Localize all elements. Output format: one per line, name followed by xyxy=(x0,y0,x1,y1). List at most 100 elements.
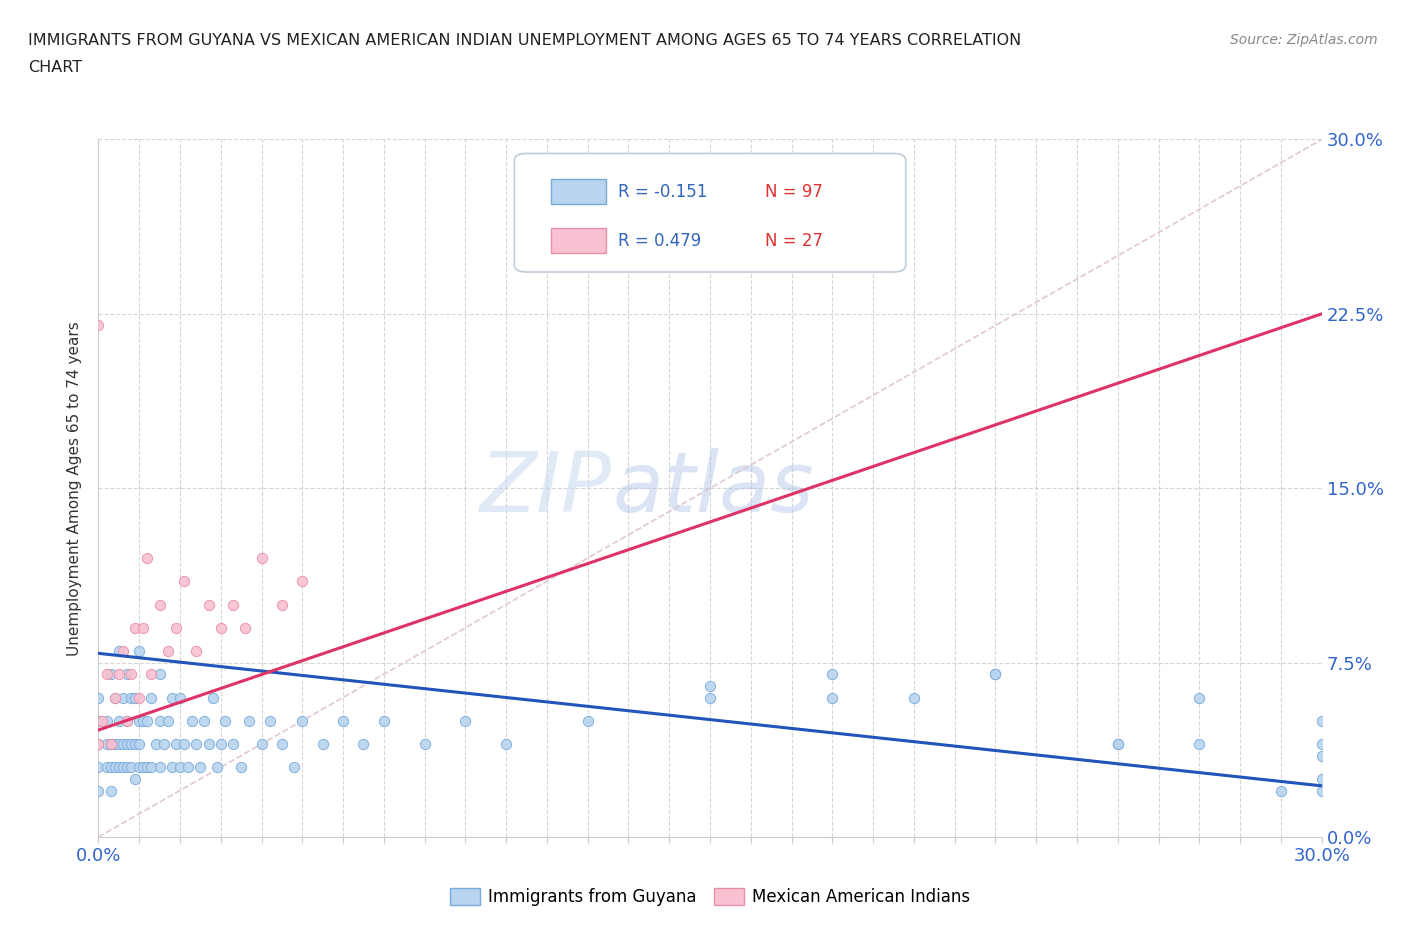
Point xyxy=(141,760,163,775)
Point xyxy=(373,713,395,728)
Point xyxy=(108,737,131,751)
Point xyxy=(291,574,314,589)
Point xyxy=(87,737,110,751)
Point xyxy=(233,620,256,635)
Point xyxy=(100,737,122,751)
Point xyxy=(111,644,134,658)
Point xyxy=(1188,690,1211,705)
Text: atlas: atlas xyxy=(612,447,814,529)
Point xyxy=(96,760,118,775)
Point xyxy=(149,667,172,682)
Point xyxy=(231,760,253,775)
Point xyxy=(96,713,118,728)
Point xyxy=(124,772,146,787)
Point xyxy=(312,737,335,751)
Point xyxy=(495,737,517,751)
Point xyxy=(177,760,200,775)
Point xyxy=(699,690,721,705)
Point xyxy=(205,760,228,775)
Point xyxy=(96,667,118,682)
Point xyxy=(165,737,187,751)
Point xyxy=(283,760,305,775)
Bar xyxy=(551,228,606,253)
Point xyxy=(87,760,110,775)
Point xyxy=(352,737,374,751)
Text: R = -0.151: R = -0.151 xyxy=(619,183,707,201)
Point xyxy=(128,644,150,658)
Point xyxy=(186,644,208,658)
Point xyxy=(104,690,127,705)
Point xyxy=(100,737,122,751)
Point xyxy=(1310,713,1333,728)
Point xyxy=(108,644,131,658)
Point xyxy=(115,760,138,775)
Point xyxy=(87,690,110,705)
Point xyxy=(136,551,159,565)
Point xyxy=(111,760,134,775)
Point xyxy=(136,713,159,728)
Point xyxy=(903,690,925,705)
Legend: Immigrants from Guyana, Mexican American Indians: Immigrants from Guyana, Mexican American… xyxy=(443,881,977,912)
Point xyxy=(209,620,232,635)
Point xyxy=(124,737,146,751)
Point xyxy=(128,690,150,705)
Point xyxy=(201,690,224,705)
Point xyxy=(124,690,146,705)
Point xyxy=(1310,748,1333,763)
Point xyxy=(136,760,159,775)
Point xyxy=(1188,737,1211,751)
Text: N = 27: N = 27 xyxy=(765,232,823,249)
Point xyxy=(984,667,1007,682)
Point xyxy=(111,690,134,705)
Point xyxy=(259,713,281,728)
Point xyxy=(141,667,163,682)
Point xyxy=(270,597,294,612)
Point xyxy=(984,667,1007,682)
Point xyxy=(128,737,150,751)
Point xyxy=(1270,783,1292,798)
Point xyxy=(111,737,134,751)
Point xyxy=(141,690,163,705)
Point xyxy=(173,574,195,589)
Point xyxy=(149,597,172,612)
Point xyxy=(87,737,110,751)
Point xyxy=(104,737,127,751)
Point xyxy=(1310,772,1333,787)
Point xyxy=(149,760,172,775)
Point xyxy=(145,737,167,751)
Point xyxy=(181,713,204,728)
Point xyxy=(576,713,599,728)
Point xyxy=(96,737,118,751)
Point xyxy=(104,760,127,775)
Point xyxy=(120,667,142,682)
Point xyxy=(115,713,138,728)
Point xyxy=(193,713,215,728)
Point xyxy=(91,713,114,728)
Point xyxy=(115,713,138,728)
Point xyxy=(100,760,122,775)
Point xyxy=(197,597,219,612)
Text: N = 97: N = 97 xyxy=(765,183,823,201)
Point xyxy=(156,644,179,658)
Point xyxy=(250,737,273,751)
Point xyxy=(169,760,191,775)
Point xyxy=(214,713,236,728)
Point xyxy=(100,783,122,798)
Point xyxy=(156,713,179,728)
Point xyxy=(120,760,142,775)
Point xyxy=(100,667,122,682)
Point xyxy=(120,737,142,751)
Point xyxy=(132,713,155,728)
Point xyxy=(115,737,138,751)
Point xyxy=(270,737,294,751)
Point xyxy=(222,597,245,612)
Point xyxy=(87,318,110,333)
Point xyxy=(132,620,155,635)
Point xyxy=(132,760,155,775)
Point xyxy=(250,551,273,565)
Text: R = 0.479: R = 0.479 xyxy=(619,232,702,249)
Point xyxy=(152,737,174,751)
Point xyxy=(128,713,150,728)
Point xyxy=(108,713,131,728)
Point xyxy=(149,713,172,728)
